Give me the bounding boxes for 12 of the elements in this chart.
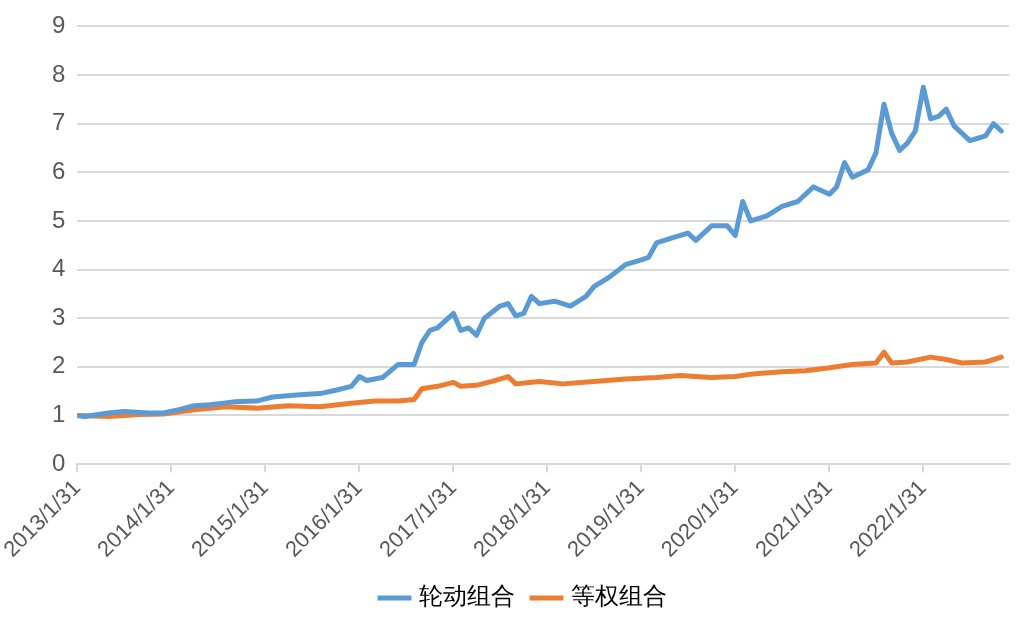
legend-label: 等权组合 [570,582,667,611]
y-tick-label: 3 [51,302,66,330]
y-tick-label: 1 [51,400,66,428]
y-tick-label: 0 [51,448,66,476]
y-tick-label: 6 [51,156,66,184]
y-tick-label: 4 [51,254,66,282]
legend-label: 轮动组合 [418,582,515,611]
y-tick-label: 2 [51,351,66,379]
y-tick-label: 7 [51,108,66,136]
y-tick-label: 8 [51,59,66,87]
y-tick-label: 9 [51,11,66,39]
y-tick-label: 5 [51,205,66,233]
